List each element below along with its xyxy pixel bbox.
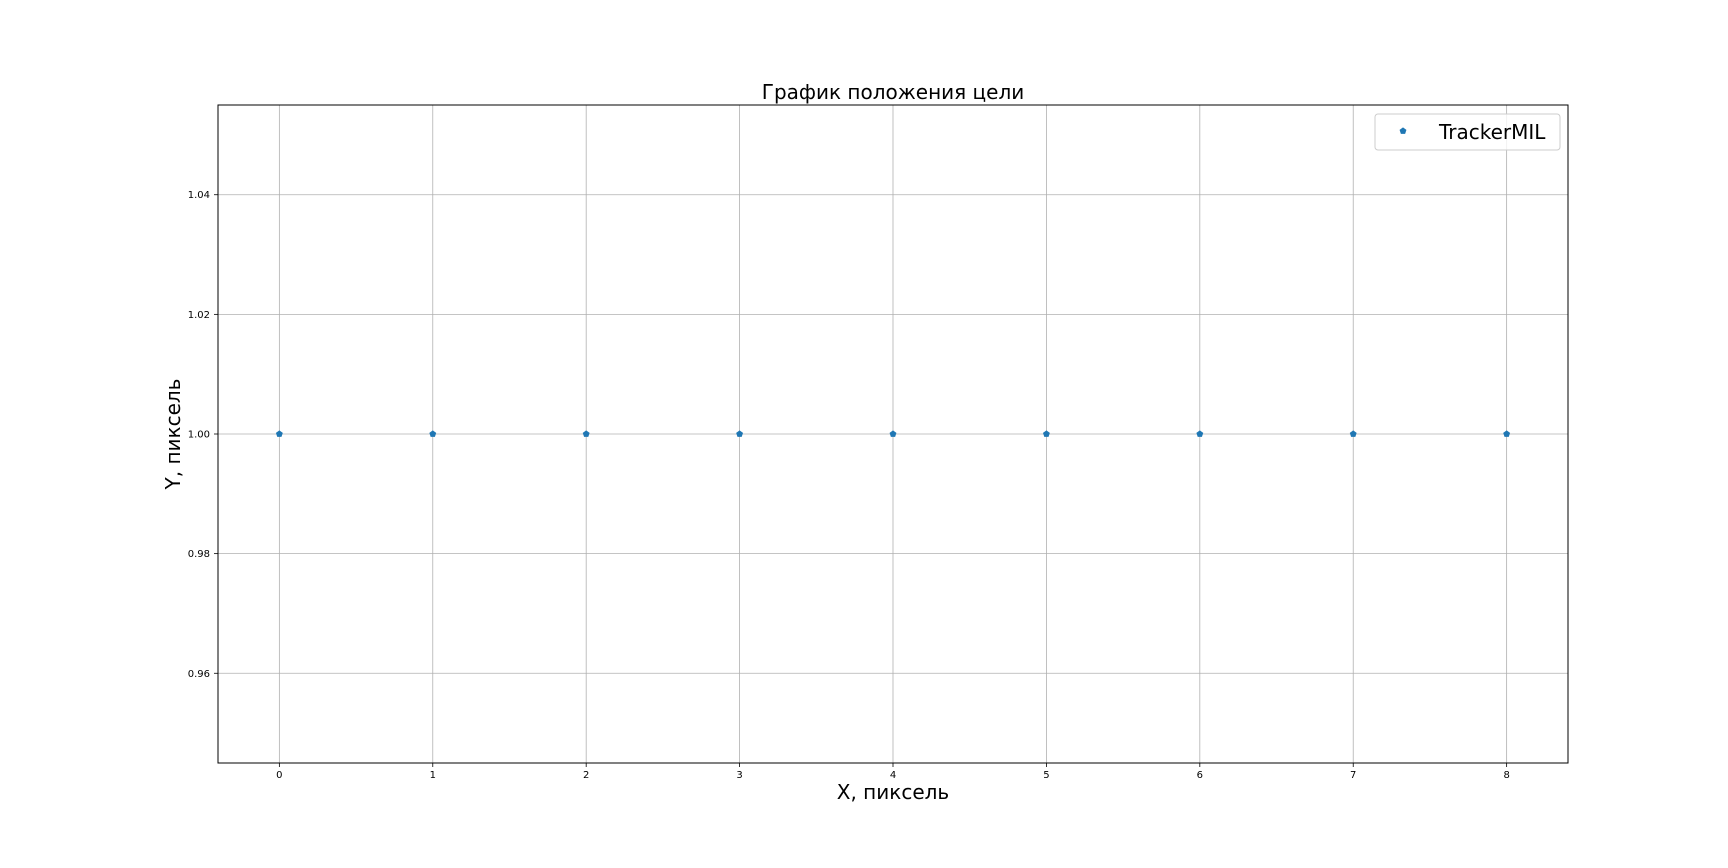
y-axis-label: Y, пиксель (161, 379, 185, 491)
data-point (1042, 430, 1050, 437)
x-tick-label: 0 (276, 770, 282, 781)
data-point (889, 430, 897, 437)
legend-box (1374, 113, 1561, 151)
chart-title: График положения цели (762, 80, 1025, 104)
y-tick-label: 0.96 (188, 669, 210, 680)
x-tick-label: 4 (890, 770, 896, 781)
x-axis-label: X, пиксель (837, 780, 949, 804)
legend-marker-shape (1399, 127, 1407, 134)
y-tick-label: 1.02 (188, 310, 210, 321)
x-tick-label: 1 (430, 770, 436, 781)
x-tick-label: 5 (1043, 770, 1049, 781)
data-point (1196, 430, 1204, 437)
data-point (275, 430, 283, 437)
y-tick-label: 1.04 (188, 190, 210, 201)
legend-label-trackermil: TrackerMIL (1438, 120, 1546, 144)
y-tick-label: 1.00 (188, 430, 210, 441)
data-point (1349, 430, 1357, 437)
data-point (582, 430, 590, 437)
plot-frame (217, 104, 1569, 764)
legend: TrackerMIL (1374, 113, 1561, 151)
x-tick-label: 6 (1197, 770, 1203, 781)
legend-marker-trackermil (1399, 127, 1407, 134)
x-tick-label: 2 (583, 770, 589, 781)
x-tick-label: 8 (1503, 770, 1509, 781)
y-tick-label: 0.98 (188, 549, 210, 560)
data-point (736, 430, 744, 437)
x-tick-label: 7 (1350, 770, 1356, 781)
data-point (429, 430, 437, 437)
axis-ticks: 0 1 2 3 4 5 6 7 8 0.96 0.98 1.00 1.02 1.04 (188, 190, 1510, 781)
data-points (275, 430, 1511, 437)
x-tick-label: 3 (736, 770, 742, 781)
data-point (1503, 430, 1511, 437)
